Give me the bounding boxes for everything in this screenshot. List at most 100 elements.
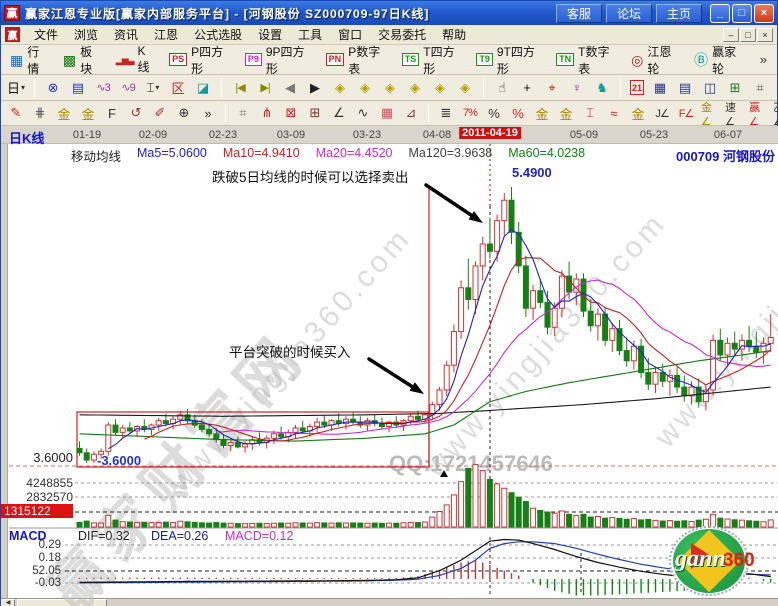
gold-circle-tool-button[interactable]: 金 (535, 106, 549, 122)
percent-tool-button[interactable]: % (488, 105, 500, 121)
pattern-tool-button[interactable]: ♞ (596, 79, 608, 95)
maximize-button[interactable]: □ (732, 3, 752, 23)
scroll-thumb[interactable] (17, 599, 107, 606)
menu-item-news[interactable]: 资讯 (114, 28, 139, 42)
shift-left-button[interactable]: ◈ (335, 79, 346, 95)
draw-brush-button[interactable]: ✎ (10, 105, 22, 120)
candle-mark-tool-button[interactable]: ⌶ (586, 105, 594, 120)
gold-grid-a-button[interactable]: 金 (57, 106, 71, 122)
export-icon[interactable]: ⊞ (729, 79, 741, 95)
mdi-restore-button[interactable]: □ (740, 27, 756, 42)
prev-page-button[interactable]: ◀ (285, 79, 296, 95)
gold-angle-tool-button[interactable]: 金∠ (701, 101, 712, 128)
region-map-icon[interactable]: 区 (171, 81, 185, 96)
gold-mark-tool-button[interactable]: 金 (631, 106, 645, 122)
gann-box2-button[interactable]: ⊞ (309, 105, 321, 120)
computer-icon[interactable]: ⌗ (756, 79, 764, 95)
horizontal-scrollbar[interactable]: ◀ (1, 598, 778, 606)
gann-box-button[interactable]: ⊠ (285, 105, 297, 120)
last-page-button[interactable]: ▶| (260, 82, 270, 94)
next-page-button[interactable]: ▶ (310, 79, 321, 95)
speed-angle-tool-button[interactable]: 速∠ (725, 101, 736, 128)
crosshair-tool-button[interactable]: + (523, 80, 531, 95)
t-square-button[interactable]: TS T四方形 (399, 41, 465, 79)
f-angle-tool-button[interactable]: F∠ (678, 107, 695, 120)
customer-service-button[interactable]: 客服 (556, 3, 602, 23)
t9-square-button[interactable]: T9 9T四方形 (473, 41, 544, 79)
menu-item-browse[interactable]: 浏览 (74, 28, 99, 42)
mdi-minimize-button[interactable]: – (723, 27, 739, 42)
menu-item-settings[interactable]: 设置 (258, 28, 283, 42)
gold-grid-b-button[interactable]: 金 (81, 106, 95, 122)
close-button[interactable]: × (754, 3, 774, 23)
red-grid-button[interactable]: ▦ (380, 105, 394, 120)
zoom-out-button[interactable]: ◈ (460, 79, 471, 95)
hand-tool-button[interactable]: ☝ (498, 79, 506, 95)
menu-item-gann[interactable]: 江恩 (154, 28, 179, 42)
period-day-button[interactable]: 日 ▾ (7, 81, 26, 96)
net-chart-icon[interactable]: ⊗ (47, 79, 59, 95)
wave-mark-tool-button[interactable]: ≈ (610, 105, 618, 121)
angle-line-button[interactable]: ∠ (333, 105, 345, 120)
t-number-table-button[interactable]: TN T数字表 (553, 41, 619, 79)
first-page-button[interactable]: |◀ (235, 82, 245, 94)
zigzag-button[interactable]: ∿ (357, 105, 369, 120)
calculator-icon[interactable]: ▦ (653, 79, 667, 95)
shrink-x-button[interactable]: ◈ (410, 79, 421, 95)
percent-line-tool-button[interactable]: % (512, 105, 524, 121)
p-square-button[interactable]: PS P四方形 (166, 41, 233, 79)
menu-item-file[interactable]: 文件 (34, 28, 59, 42)
mark-tool-button[interactable]: ⌖ (548, 79, 556, 95)
zoom-in-button[interactable]: ◈ (435, 79, 446, 95)
circle-ruler-button[interactable]: ⊕ (178, 105, 190, 120)
menu-item-formula-pick[interactable]: 公式选股 (194, 28, 243, 42)
win-angle-tool-button[interactable]: 赢∠ (749, 101, 760, 128)
yi-angle-tool-button[interactable]: 乙∠ (773, 102, 778, 128)
report-icon[interactable]: ▤ (71, 79, 85, 95)
gann-wheel-button[interactable]: ◎ 江恩轮 (628, 41, 682, 79)
gold-line-tool-button[interactable]: 金 (559, 106, 573, 122)
scroll-left-button[interactable]: ◀ (1, 599, 15, 606)
wave9-icon[interactable]: ∿9 (121, 82, 135, 94)
spiral-button[interactable]: ↺ (130, 105, 142, 120)
stats-tool-button[interactable]: ≣ (440, 105, 452, 120)
calendar-icon[interactable]: 21 (630, 80, 645, 95)
minimize-button[interactable]: _ (710, 3, 730, 23)
f-square-button[interactable]: F (108, 105, 116, 121)
percent7-tool-button[interactable]: 7% (463, 107, 478, 119)
mdi-close-button[interactable]: × (757, 27, 773, 42)
fan-tool-button[interactable]: ⋔ (261, 105, 273, 120)
shift-right-button[interactable]: ◈ (360, 79, 371, 95)
p9-square-button[interactable]: P9 9P四方形 (242, 41, 314, 79)
menu-item-trade[interactable]: 交易委托 (378, 28, 427, 42)
kline-chart[interactable] (1, 144, 778, 598)
wave3-icon[interactable]: ∿3 (96, 82, 110, 94)
grid-arrow-button[interactable]: ⊿ (405, 105, 417, 120)
winner-wheel-button[interactable]: Ⓑ 赢家轮 (691, 41, 747, 79)
candle-style-icon[interactable]: ⌶ ▾ (146, 79, 160, 95)
sector-button[interactable]: ▩ 板块 (60, 41, 104, 79)
gann-wheel-button-label: 江恩轮 (647, 44, 672, 76)
volume-profile-icon[interactable]: ◪ (196, 79, 210, 95)
homepage-button[interactable]: 主页 (656, 3, 702, 23)
quotes-button[interactable]: ▦ 行情 (7, 41, 51, 79)
draw-overflow-button[interactable]: » (204, 105, 212, 121)
app-icon: 赢 (4, 5, 20, 21)
menu-item-help[interactable]: 帮助 (442, 28, 467, 42)
expand-x-button[interactable]: ◈ (385, 79, 396, 95)
brush2-button[interactable]: ✐ (154, 105, 166, 120)
toolbar-overflow-button[interactable]: » (759, 52, 767, 67)
ribbon-tool-button[interactable]: ♆ (572, 80, 582, 95)
forum-button[interactable]: 论坛 (606, 3, 652, 23)
notes-icon[interactable]: ▤ (678, 79, 692, 95)
menu-item-window[interactable]: 窗口 (338, 28, 363, 42)
kline-button[interactable]: ▂▅▃ K线 (113, 42, 157, 77)
menu-item-tools[interactable]: 工具 (298, 28, 323, 42)
j-angle-tool-button[interactable]: J∠ (655, 107, 669, 120)
box-tool-button[interactable]: ⌗ (239, 105, 247, 120)
ma-legend-title: 移动均线 (71, 150, 122, 164)
gann-grid-button[interactable]: ⋕ (34, 105, 46, 120)
low-axis-label: 3.6000 (33, 450, 73, 465)
save-icon[interactable]: ◫ (703, 79, 717, 95)
p-number-table-button[interactable]: PN P数字表 (323, 41, 390, 79)
